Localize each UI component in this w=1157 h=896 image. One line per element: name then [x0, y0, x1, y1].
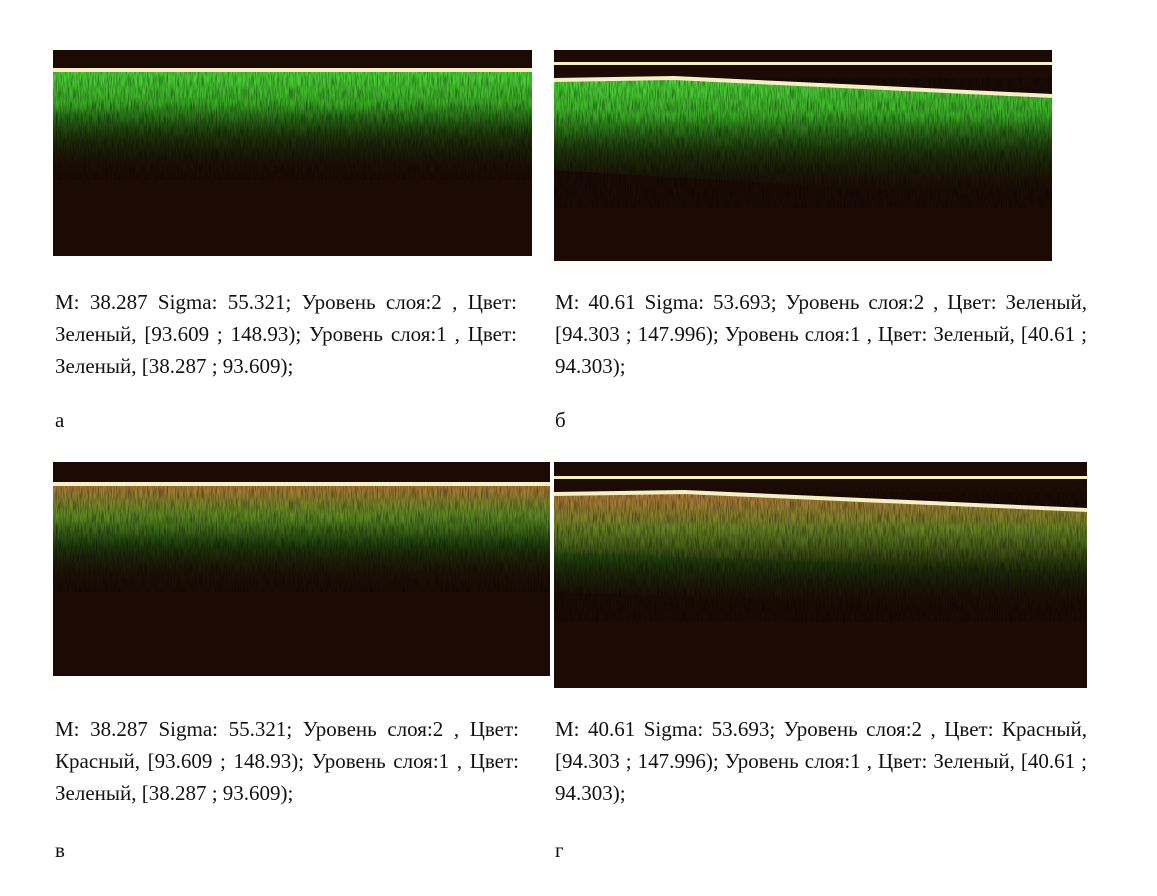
oct-image	[554, 50, 1052, 261]
oct-image	[53, 50, 532, 256]
oct-image	[53, 462, 550, 676]
panel-label: в	[55, 838, 65, 862]
panel-label: б	[555, 408, 566, 432]
oct-image	[554, 462, 1087, 688]
caption: M: 38.287 Sigma: 55.321; Уровень слоя:2 …	[55, 717, 519, 805]
caption: M: 38.287 Sigma: 55.321; Уровень слоя:2 …	[55, 290, 517, 378]
caption: M: 40.61 Sigma: 53.693; Уровень слоя:2 ,…	[555, 717, 1087, 805]
panel-label: а	[55, 408, 65, 432]
panel-label: г	[555, 838, 564, 862]
caption: M: 40.61 Sigma: 53.693; Уровень слоя:2 ,…	[555, 290, 1087, 378]
